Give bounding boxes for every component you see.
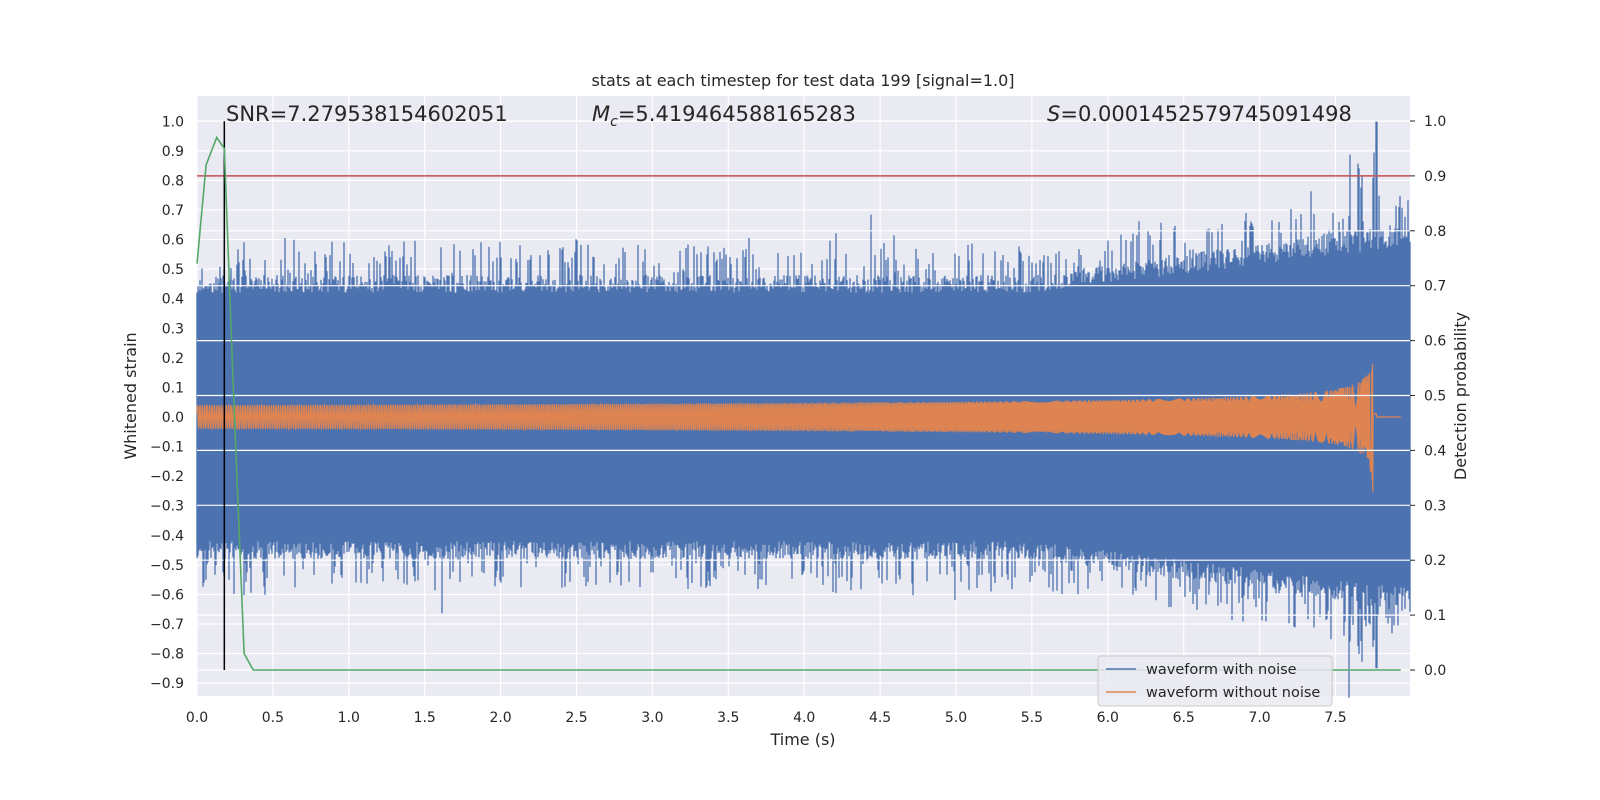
y2-tick-label: 0.2 (1424, 553, 1446, 569)
y-tick-label: −0.4 (150, 528, 184, 544)
y2-tick-label: 1.0 (1424, 114, 1446, 130)
x-tick-label: 1.0 (338, 710, 360, 726)
series-detection-probability (196, 135, 1401, 671)
chart-title: stats at each timestep for test data 199… (591, 71, 1014, 90)
x-tick-label: 4.5 (869, 710, 891, 726)
y-tick-label: −0.2 (150, 469, 184, 485)
legend-label-clean: waveform without noise (1146, 685, 1320, 701)
x-tick-label: 1.5 (414, 710, 436, 726)
y2-tick-label: 0.0 (1424, 663, 1446, 679)
y-tick-label: 0.3 (162, 321, 184, 337)
x-tick-label: 3.0 (641, 710, 663, 726)
s-value: =0.0001452579745091498 (1060, 102, 1352, 126)
y-tick-label: 0.1 (162, 380, 184, 396)
y-tick-label: 0.0 (162, 410, 184, 426)
y-tick-label: 0.2 (162, 351, 184, 367)
y2-tick-label: 0.1 (1424, 608, 1446, 624)
y-tick-label: 0.8 (162, 173, 184, 189)
x-tick-label: 5.5 (1021, 710, 1043, 726)
y-tick-label: 0.9 (162, 144, 184, 160)
snr-annotation: SNR=7.279538154602051 (226, 102, 508, 126)
y2-tick-label: 0.7 (1424, 279, 1446, 295)
y2-tick-label: 0.9 (1424, 169, 1446, 185)
x-tick-label: 5.0 (945, 710, 967, 726)
chirp-mass-symbol: M (592, 102, 610, 126)
y-axis-title: Whitened strain (121, 332, 140, 459)
x-tick-label: 0.5 (262, 710, 284, 726)
y2-tick-label: 0.4 (1424, 443, 1446, 459)
y-tick-label: −0.8 (150, 647, 184, 663)
ticks-layer: 0.0 0.5 1.0 1.5 2.0 2.5 3.0 3.5 4.0 4.5 5.0 5.5 6.0 6… (150, 114, 1446, 726)
y2-tick-label: 0.6 (1424, 334, 1446, 350)
x-tick-label: 7.5 (1324, 710, 1346, 726)
series-waveform-without-noise (196, 364, 1401, 492)
x-tick-label: 7.0 (1248, 710, 1270, 726)
x-tick-label: 6.5 (1173, 710, 1195, 726)
y-tick-label: 1.0 (162, 114, 184, 130)
y2-tick-label: 0.8 (1424, 224, 1446, 240)
y-tick-label: 0.6 (162, 233, 184, 249)
x-tick-label: 3.5 (717, 710, 739, 726)
y-tick-label: −0.5 (150, 558, 184, 574)
y-tick-label: 0.4 (162, 292, 184, 308)
y2-axis-title: Detection probability (1451, 312, 1470, 480)
y-tick-label: −0.1 (150, 440, 184, 456)
y2-tick-label: 0.3 (1424, 498, 1446, 514)
chirp-mass-annotation: Mc=5.419464588165283 (592, 102, 856, 130)
y-tick-label: −0.3 (150, 499, 184, 515)
legend-box (1097, 655, 1333, 707)
x-tick-label: 4.0 (793, 710, 815, 726)
x-tick-label: 0.0 (186, 710, 208, 726)
x-axis-title: Time (s) (769, 730, 835, 749)
x-tick-label: 6.0 (1097, 710, 1119, 726)
y-tick-label: −0.9 (150, 676, 184, 692)
chirp-mass-value: =5.419464588165283 (618, 102, 856, 126)
y-tick-label: 0.7 (162, 203, 184, 219)
x-tick-label: 2.0 (489, 710, 511, 726)
chirp-mass-subscript: c (610, 114, 618, 130)
x-tick-label: 2.5 (565, 710, 587, 726)
y-tick-label: −0.7 (150, 617, 184, 633)
y-tick-label: −0.6 (150, 587, 184, 603)
y2-tick-label: 0.5 (1424, 389, 1446, 405)
legend: waveform with noise waveform without noi… (1097, 655, 1333, 707)
legend-label-noise: waveform with noise (1146, 662, 1297, 678)
series-layer (196, 120, 1411, 698)
y-tick-label: 0.5 (162, 262, 184, 278)
s-symbol: S (1047, 102, 1060, 126)
s-annotation: S=0.0001452579745091498 (1047, 102, 1352, 126)
